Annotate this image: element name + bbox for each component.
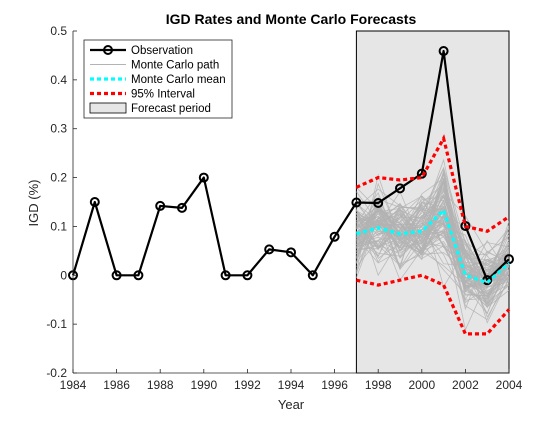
monte-carlo-mean-line: [355, 207, 511, 285]
observation-marker: [133, 270, 144, 281]
x-axis-label: Year: [278, 397, 305, 412]
monte-carlo-path: [356, 180, 509, 305]
legend-label: Observation: [131, 45, 193, 57]
monte-carlo-path: [356, 209, 509, 282]
observation-marker: [155, 200, 166, 211]
legend: Observation Monte Carlo path Monte Carlo m…: [83, 39, 233, 119]
x-tick-label: 1994: [278, 378, 305, 392]
y-tick-label: 0.3: [50, 122, 67, 136]
monte-carlo-path: [356, 195, 509, 273]
observation-marker: [373, 197, 384, 208]
observation-marker: [177, 202, 187, 213]
x-tick-label: 1988: [147, 378, 174, 392]
y-tick-label: 0: [60, 268, 67, 282]
observation-marker: [395, 183, 405, 194]
monte-carlo-path: [356, 216, 509, 293]
x-tick-label: 1984: [60, 378, 87, 392]
y-tick-label: 0.1: [50, 219, 67, 233]
observation-marker: [89, 197, 100, 207]
monte-carlo-path: [356, 195, 509, 309]
x-tick-label: 2004: [496, 378, 523, 392]
interval-lower-line: [356, 273, 511, 336]
y-tick-label: 0.5: [50, 24, 67, 38]
monte-carlo-paths: [356, 158, 509, 332]
x-tick-label: 1990: [190, 378, 217, 392]
monte-carlo-path: [356, 195, 509, 304]
y-axis-label: IGD (%): [26, 180, 41, 227]
legend-swatch-observation-marker: [103, 45, 113, 55]
x-tick-label: 2002: [452, 378, 479, 392]
observation-marker: [220, 270, 231, 281]
legend-swatch-forecast: [89, 102, 127, 114]
y-tick-label: 0.2: [50, 171, 67, 185]
monte-carlo-path: [356, 177, 509, 267]
monte-carlo-path: [356, 209, 509, 293]
observation-marker: [438, 46, 449, 57]
x-tick-label: 1992: [234, 378, 261, 392]
legend-label: Monte Carlo path: [131, 60, 219, 72]
x-tick-label: 1998: [365, 378, 392, 392]
x-tick-label: 2000: [408, 378, 435, 392]
observation-marker: [286, 247, 296, 258]
monte-carlo-path: [356, 222, 509, 288]
observation-line: [71, 49, 510, 282]
y-tick-label: -0.2: [46, 366, 67, 380]
chart-title: IGD Rates and Monte Carlo Forecasts: [166, 11, 417, 27]
legend-label: Forecast period: [131, 103, 211, 115]
monte-carlo-path: [356, 208, 509, 271]
legend-label: 95% Interval: [131, 89, 195, 101]
observation-marker: [307, 270, 318, 281]
observation-marker: [264, 244, 275, 255]
x-tick-label: 1986: [103, 378, 130, 392]
y-tick-label: -0.1: [46, 317, 67, 331]
legend-label: Monte Carlo mean: [131, 74, 226, 86]
observation-marker: [329, 231, 340, 242]
y-tick-label: 0.4: [50, 73, 67, 87]
observation-marker: [351, 197, 362, 208]
observation-marker: [198, 172, 209, 183]
monte-carlo-path: [356, 222, 509, 308]
monte-carlo-path: [356, 199, 509, 289]
observation-marker: [111, 270, 122, 281]
x-tick-label: 1996: [321, 378, 348, 392]
monte-carlo-path: [356, 201, 509, 324]
observation-marker: [242, 270, 253, 281]
